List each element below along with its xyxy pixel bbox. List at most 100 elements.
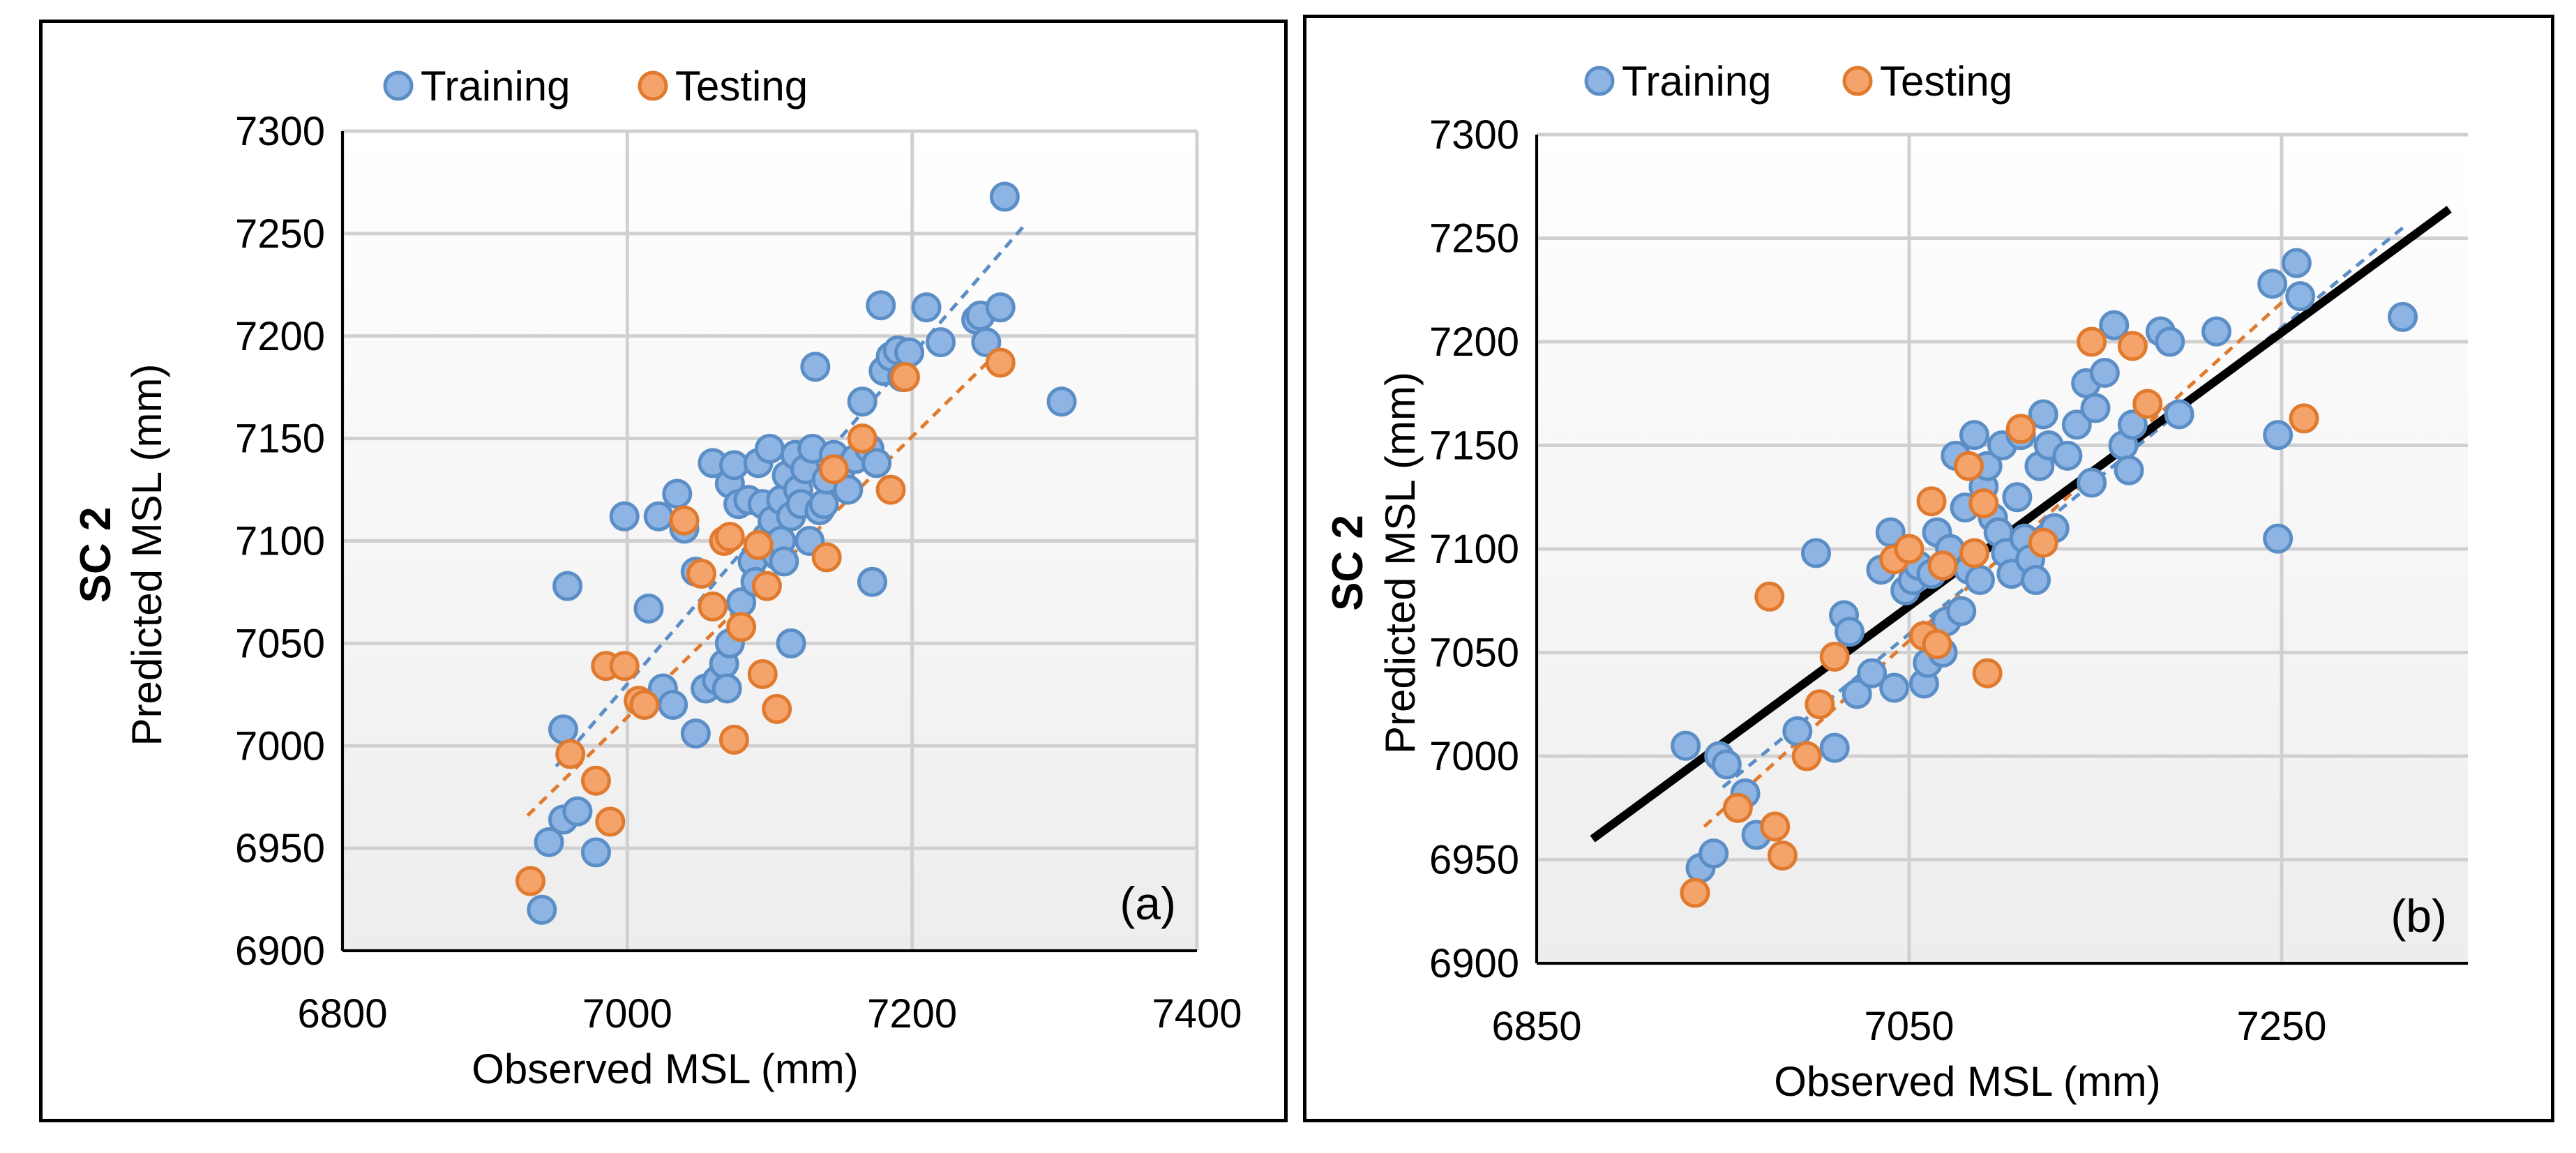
legend: Training Testing xyxy=(1584,58,2012,105)
testing-point xyxy=(1953,451,1984,481)
training-point xyxy=(985,292,1016,323)
training-point xyxy=(776,628,806,658)
training-point xyxy=(633,593,664,624)
training-point xyxy=(2080,393,2111,423)
y-tick-label: 7200 xyxy=(1429,319,1519,365)
testing-point xyxy=(2289,403,2319,434)
training-point xyxy=(866,290,896,321)
training-point xyxy=(658,690,688,720)
y-tick-label: 7100 xyxy=(1429,527,1519,572)
testing-point xyxy=(1894,534,1925,564)
training-point xyxy=(857,566,887,597)
testing-point xyxy=(762,693,792,724)
training-point xyxy=(1801,538,1831,568)
testing-point xyxy=(1805,689,1835,720)
training-point xyxy=(2201,316,2232,347)
y-tick-label: 7300 xyxy=(235,109,325,154)
testing-point xyxy=(686,559,716,589)
legend-label-testing: Testing xyxy=(675,63,808,110)
y-tick-label: 7250 xyxy=(1429,216,1519,262)
testing-point xyxy=(1680,877,1710,908)
panel-label: (a) xyxy=(1120,877,1176,929)
testing-point xyxy=(1968,488,1999,519)
training-point xyxy=(847,386,878,417)
x-tick-label: 7400 xyxy=(1152,991,1242,1037)
training-point xyxy=(2164,399,2194,430)
training-point xyxy=(833,474,864,505)
y-axis-title: Predicted MSL (mm) xyxy=(123,364,170,746)
training-point xyxy=(769,546,799,577)
training-point xyxy=(861,448,892,478)
training-point xyxy=(2117,409,2148,440)
testing-trendline xyxy=(1703,292,2293,828)
x-axis-title: Observed MSL (mm) xyxy=(1774,1058,2161,1105)
testing-point xyxy=(2132,389,2163,419)
testing-point xyxy=(1722,792,1753,823)
training-point xyxy=(1046,386,1077,417)
testing-point xyxy=(718,724,749,755)
testing-point xyxy=(1819,641,1850,672)
testing-point xyxy=(669,505,700,536)
training-point xyxy=(1782,716,1813,746)
row-label: SC 2 xyxy=(72,507,120,603)
testing-point xyxy=(629,690,660,720)
chart-panel-a: 6800 7000 7200 7400 6900 6950 7000 7050 7100 7150… xyxy=(39,20,1288,1122)
x-tick-label: 7050 xyxy=(1864,1004,1954,1049)
training-point xyxy=(1671,730,1701,761)
training-point xyxy=(2061,409,2092,440)
training-point xyxy=(808,489,839,520)
testing-point xyxy=(609,651,640,681)
training-point xyxy=(1959,420,1989,451)
chart-panel-b: 6850 7050 7250 6900 6950 7000 7050 7100 7150 7200… xyxy=(1303,15,2554,1122)
training-point xyxy=(2002,482,2033,513)
y-tick-label: 7000 xyxy=(235,723,325,769)
scatter-chart-b: 6850 7050 7250 6900 6950 7000 7050 7100 7150 7200… xyxy=(1324,58,2468,1105)
training-point xyxy=(711,673,742,704)
training-point xyxy=(2285,281,2316,312)
training-point xyxy=(1711,749,1742,780)
y-tick-label: 6900 xyxy=(1429,941,1519,986)
training-point xyxy=(2021,565,2051,596)
x-tick-label: 7200 xyxy=(867,991,957,1037)
testing-point xyxy=(2005,414,2036,444)
testing-point xyxy=(2077,326,2107,357)
testing-trendline xyxy=(526,351,999,817)
x-tick-label: 6850 xyxy=(1491,1004,1581,1049)
y-tick-label: 7200 xyxy=(235,314,325,359)
training-point xyxy=(2052,440,2083,471)
testing-point xyxy=(875,474,906,505)
testing-point xyxy=(580,765,611,796)
training-point xyxy=(718,450,749,481)
training-point xyxy=(971,327,1002,358)
y-tick-label: 7050 xyxy=(1429,631,1519,676)
training-point xyxy=(680,718,711,749)
y-tick-label: 6950 xyxy=(1429,838,1519,883)
legend-marker-training xyxy=(383,70,414,101)
legend-label-testing: Testing xyxy=(1880,58,2012,105)
training-series xyxy=(527,181,1077,925)
testing-point xyxy=(889,362,920,392)
training-point xyxy=(1879,672,1910,703)
training-point xyxy=(2388,301,2418,332)
training-point xyxy=(662,478,693,509)
training-point xyxy=(1964,565,1995,596)
testing-series xyxy=(1680,326,2319,908)
testing-point xyxy=(726,612,757,642)
testing-point xyxy=(2117,331,2148,361)
x-axis-title: Observed MSL (mm) xyxy=(472,1046,859,1092)
legend-label-training: Training xyxy=(421,63,571,110)
testing-point xyxy=(1754,581,1785,612)
training-point xyxy=(552,571,583,601)
testing-point xyxy=(1959,538,1989,568)
training-point xyxy=(527,894,557,925)
x-tick-label: 7000 xyxy=(582,991,672,1037)
training-point xyxy=(1698,838,1729,869)
training-point xyxy=(926,327,956,358)
x-tick-label: 7250 xyxy=(2236,1004,2326,1049)
y-tick-label: 7250 xyxy=(235,211,325,257)
training-point xyxy=(2114,455,2144,485)
testing-point xyxy=(595,806,626,837)
panel-label: (b) xyxy=(2390,890,2447,942)
legend-marker-training xyxy=(1584,66,1615,96)
testing-point xyxy=(1927,550,1958,581)
